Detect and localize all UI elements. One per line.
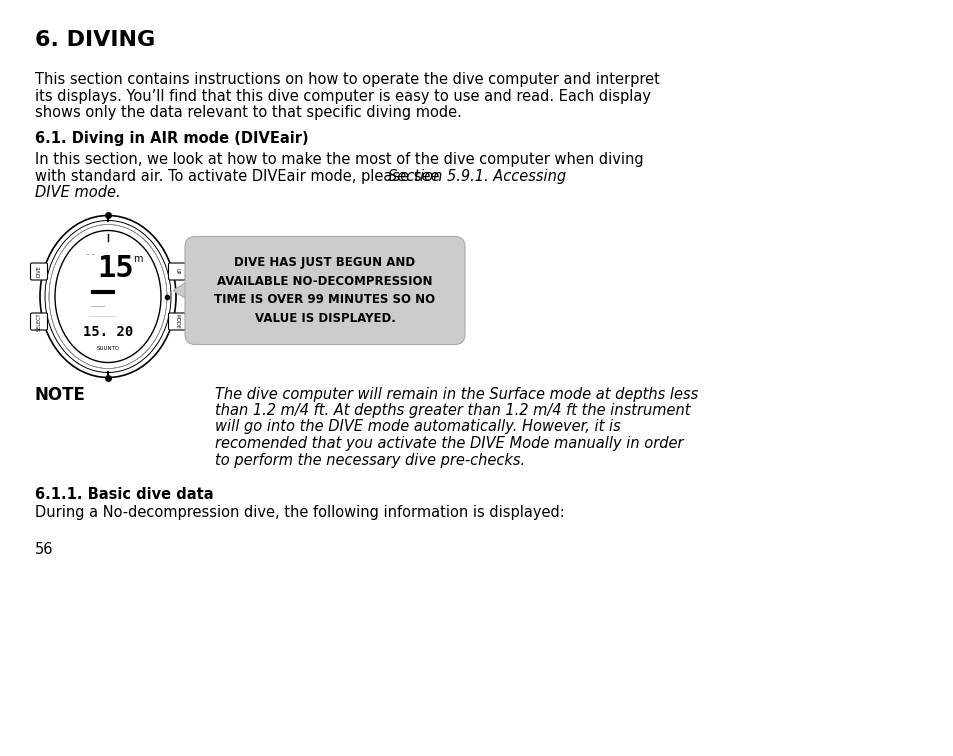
Text: ——: —— [90, 302, 107, 311]
Ellipse shape [45, 221, 171, 373]
Text: 15. 20: 15. 20 [83, 324, 133, 339]
FancyBboxPatch shape [30, 313, 48, 330]
Ellipse shape [55, 231, 161, 362]
Text: The dive computer will remain in the Surface mode at depths less: The dive computer will remain in the Sur… [214, 386, 698, 401]
Text: DIVE HAS JUST BEGUN AND
AVAILABLE NO-DECOMPRESSION
TIME IS OVER 99 MINUTES SO NO: DIVE HAS JUST BEGUN AND AVAILABLE NO-DEC… [214, 256, 436, 325]
Text: DIVE mode.: DIVE mode. [35, 185, 120, 200]
Text: m: m [133, 253, 143, 264]
Text: with standard air. To activate DIVEair mode, please see: with standard air. To activate DIVEair m… [35, 169, 444, 184]
Text: This section contains instructions on how to operate the dive computer and inter: This section contains instructions on ho… [35, 72, 659, 87]
Text: shows only the data relevant to that specific diving mode.: shows only the data relevant to that spe… [35, 105, 461, 120]
Text: --: -- [84, 249, 95, 259]
Text: During a No-decompression dive, the following information is displayed:: During a No-decompression dive, the foll… [35, 506, 564, 520]
Text: 6.1.1. Basic dive data: 6.1.1. Basic dive data [35, 487, 213, 502]
FancyBboxPatch shape [30, 263, 48, 280]
Text: DIVE: DIVE [36, 265, 42, 277]
Text: 6.1. Diving in AIR mode (DIVEair): 6.1. Diving in AIR mode (DIVEair) [35, 132, 309, 147]
Ellipse shape [40, 215, 175, 377]
Text: ————: ———— [89, 314, 117, 320]
Text: will go into the DIVE mode automatically. However, it is: will go into the DIVE mode automatically… [214, 420, 620, 435]
Text: its displays. You’ll find that this dive computer is easy to use and read. Each : its displays. You’ll find that this dive… [35, 88, 650, 104]
Text: NOTE: NOTE [35, 386, 86, 404]
Text: In this section, we look at how to make the most of the dive computer when divin: In this section, we look at how to make … [35, 152, 643, 167]
Polygon shape [193, 275, 198, 305]
Text: 56: 56 [35, 542, 53, 557]
FancyBboxPatch shape [169, 313, 185, 330]
Text: SUUNTO: SUUNTO [96, 346, 119, 351]
FancyBboxPatch shape [169, 263, 185, 280]
Text: recomended that you activate the DIVE Mode manually in order: recomended that you activate the DIVE Mo… [214, 436, 682, 451]
Text: than 1.2 m/4 ft. At depths greater than 1.2 m/4 ft the instrument: than 1.2 m/4 ft. At depths greater than … [214, 403, 690, 418]
Text: 15: 15 [97, 254, 134, 283]
Polygon shape [172, 277, 194, 305]
FancyBboxPatch shape [185, 237, 464, 345]
Text: SELECT: SELECT [36, 312, 42, 331]
Text: UP: UP [174, 268, 179, 274]
Text: to perform the necessary dive pre-checks.: to perform the necessary dive pre-checks… [214, 453, 524, 467]
Text: MODE: MODE [174, 314, 179, 329]
Text: Section 5.9.1. Accessing: Section 5.9.1. Accessing [387, 169, 565, 184]
Text: 6. DIVING: 6. DIVING [35, 30, 155, 50]
